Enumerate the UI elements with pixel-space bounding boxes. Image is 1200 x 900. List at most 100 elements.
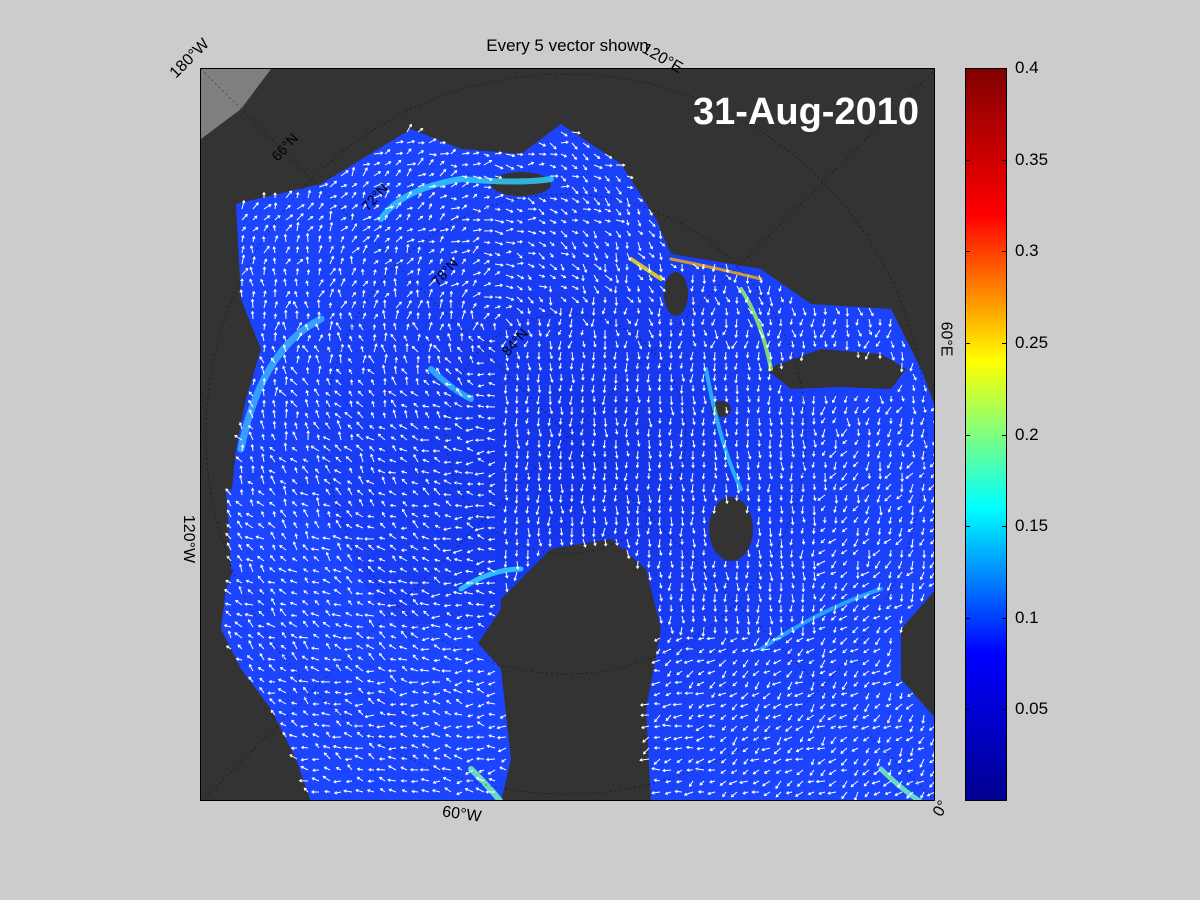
drift-vector-head: [930, 408, 934, 412]
drift-vector-head: [769, 563, 773, 568]
drift-vector-head: [777, 343, 781, 347]
drift-vector: [703, 560, 706, 569]
drift-vector-head: [362, 191, 366, 195]
drift-vector-head: [657, 500, 662, 504]
drift-vector: [329, 321, 333, 331]
drift-vector: [476, 603, 485, 606]
drift-vector-head: [277, 688, 282, 692]
drift-vector: [478, 623, 485, 628]
drift-vector-head: [462, 258, 466, 262]
drift-vector: [706, 659, 716, 664]
drift-vector-head: [779, 486, 784, 491]
drift-vector-head: [669, 355, 674, 359]
drift-vector: [930, 462, 934, 468]
drift-vector-head: [563, 154, 568, 158]
drift-vector: [393, 323, 397, 331]
drift-vector-head: [454, 525, 459, 530]
drift-vector: [862, 626, 870, 632]
drift-vector-head: [582, 290, 587, 295]
drift-vector: [454, 482, 463, 485]
drift-vector-head: [497, 207, 501, 212]
drift-vector-head: [811, 609, 816, 613]
drift-vector: [626, 351, 628, 361]
drift-vector-head: [646, 531, 650, 535]
drift-vector: [248, 676, 254, 683]
drift-vector-head: [601, 311, 606, 315]
drift-vector: [514, 571, 518, 581]
drift-vector-head: [681, 488, 686, 492]
drift-vector-head: [388, 391, 392, 394]
drift-vector-head: [505, 401, 509, 406]
drift-vector-head: [799, 556, 803, 560]
drift-vector: [922, 450, 925, 460]
drift-vector: [691, 428, 694, 436]
drift-vector-head: [558, 456, 563, 460]
drift-vector-head: [392, 444, 396, 449]
drift-vector-head: [726, 299, 731, 303]
drift-vector-head: [679, 365, 684, 370]
drift-vector-head: [413, 402, 417, 407]
drift-vector-head: [657, 365, 661, 369]
drift-vector-head: [421, 637, 426, 642]
drift-vector: [780, 351, 784, 361]
drift-vector: [714, 582, 718, 592]
drift-vector-head: [382, 412, 386, 416]
drift-vector-head: [646, 366, 650, 371]
drift-vector-head: [780, 510, 784, 515]
drift-vector-head: [321, 456, 326, 460]
drift-vector-head: [259, 653, 263, 657]
drift-vector-head: [575, 299, 580, 304]
drift-vector: [626, 494, 629, 504]
drift-vector-head: [477, 384, 481, 388]
drift-vector-head: [357, 656, 361, 660]
drift-vector: [477, 405, 485, 408]
drift-vector-head: [605, 320, 609, 325]
drift-vector-head: [668, 367, 672, 371]
drift-vector: [432, 404, 441, 408]
drift-vector-head: [320, 215, 324, 219]
drift-vector-head: [302, 377, 306, 381]
drift-vector: [263, 225, 269, 232]
drift-vector: [335, 322, 342, 331]
drift-vector: [626, 252, 631, 261]
drift-vector-head: [312, 620, 316, 624]
drift-vector-head: [520, 310, 524, 314]
drift-vector-head: [863, 345, 867, 349]
drift-vector: [368, 390, 375, 397]
drift-vector-head: [833, 629, 837, 634]
drift-vector-head: [245, 557, 250, 562]
drift-vector-head: [669, 388, 674, 392]
drift-vector-head: [389, 458, 393, 463]
drift-vector-head: [467, 601, 471, 605]
drift-vector: [634, 318, 639, 326]
drift-vector-head: [564, 133, 568, 137]
drift-vector: [337, 332, 342, 342]
drift-vector-head: [324, 183, 329, 187]
drift-vector: [494, 323, 496, 331]
drift-vector: [570, 505, 573, 513]
drift-vector: [787, 659, 793, 665]
drift-vector: [648, 285, 654, 293]
drift-vector-head: [580, 389, 585, 393]
drift-vector: [560, 241, 568, 250]
drift-vector: [355, 512, 364, 518]
drift-vector-head: [852, 584, 857, 589]
drift-vector: [725, 483, 728, 493]
drift-vector: [388, 581, 397, 584]
drift-vector-head: [646, 486, 650, 490]
drift-vector: [351, 223, 358, 232]
drift-vector: [637, 263, 642, 271]
drift-vector: [249, 279, 254, 287]
drift-vector-head: [235, 456, 239, 460]
drift-vector-head: [334, 501, 338, 505]
drift-vector: [526, 505, 529, 514]
drift-vector: [736, 582, 740, 591]
drift-vector: [234, 621, 243, 628]
drift-vector-head: [562, 178, 567, 182]
drift-vector: [270, 455, 276, 463]
drift-vector: [742, 670, 749, 678]
drift-vector-head: [387, 580, 392, 584]
drift-vector: [862, 538, 870, 544]
drift-vector-head: [280, 555, 284, 560]
drift-vector-head: [646, 399, 651, 404]
